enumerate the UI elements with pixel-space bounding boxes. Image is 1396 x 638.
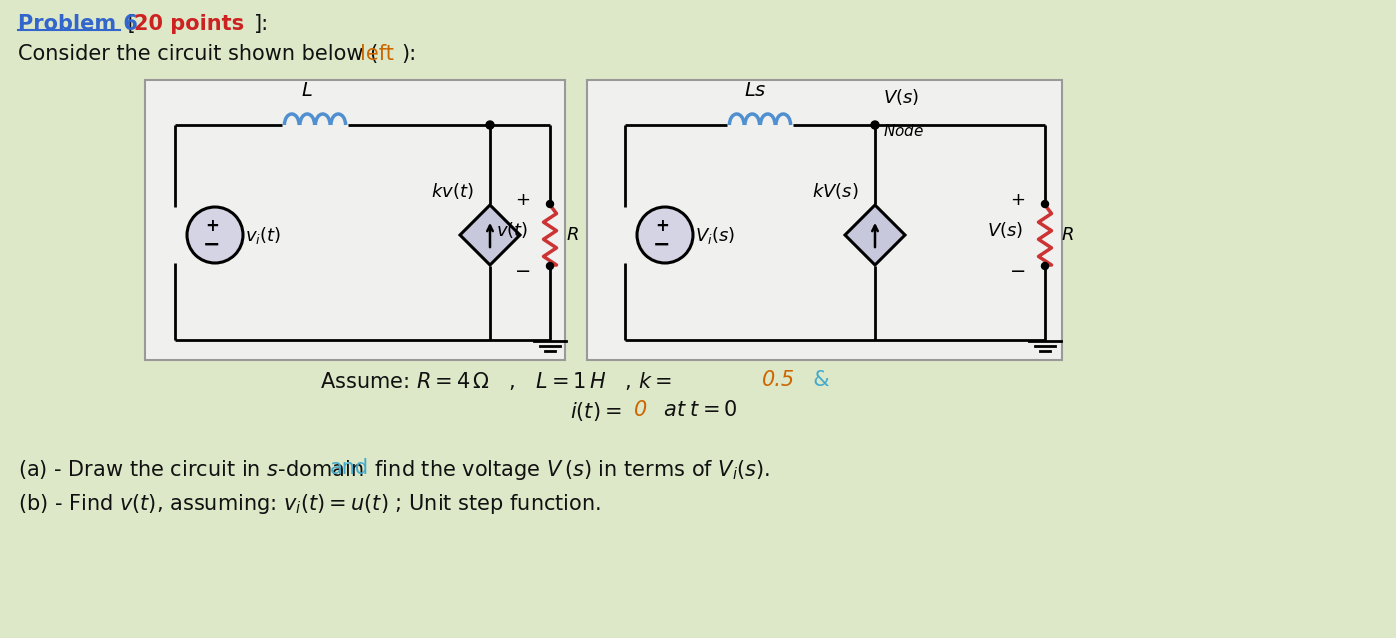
Circle shape [1041,262,1048,269]
Text: $kv(t)$: $kv(t)$ [431,181,475,201]
Text: +: + [655,217,669,235]
Text: $V_i(s)$: $V_i(s)$ [695,225,736,246]
Text: (b) - Find $v(t)$, assuming: $v_i(t) = u(t)$ ; Unit step function.: (b) - Find $v(t)$, assuming: $v_i(t) = u… [18,492,602,516]
Circle shape [637,207,692,263]
Polygon shape [461,205,519,265]
Text: $R$: $R$ [1061,226,1074,244]
Circle shape [871,121,879,129]
Text: $at\;t = 0$: $at\;t = 0$ [651,400,737,420]
Circle shape [1041,200,1048,207]
Text: $R$: $R$ [565,226,579,244]
Text: $+$: $+$ [1009,191,1025,209]
Text: +: + [205,217,219,235]
Text: Consider the circuit shown below (: Consider the circuit shown below ( [18,44,378,64]
Text: Assume: $R = 4\,\Omega$   ,   $L = 1\,H$   , $k = $: Assume: $R = 4\,\Omega$ , $L = 1\,H$ , $… [320,370,671,392]
Text: −: − [204,235,221,255]
Text: Problem 6: Problem 6 [18,14,138,34]
Text: $v_i(t)$: $v_i(t)$ [246,225,281,246]
Text: (a) - Draw the circuit in $s$-domain: (a) - Draw the circuit in $s$-domain [18,458,366,481]
Text: ):: ): [401,44,416,64]
Text: ]:: ]: [254,14,269,34]
Text: $V(s)$: $V(s)$ [987,220,1023,240]
Text: &: & [800,370,829,390]
Text: $+$: $+$ [515,191,530,209]
Text: $kV(s)$: $kV(s)$ [812,181,859,201]
Circle shape [546,262,553,269]
Text: $V(s)$: $V(s)$ [884,87,919,107]
FancyBboxPatch shape [145,80,565,360]
FancyBboxPatch shape [586,80,1062,360]
Text: 0.5: 0.5 [762,370,796,390]
Text: $L$: $L$ [302,81,313,100]
Text: $Node$: $Node$ [884,123,924,139]
Polygon shape [845,205,905,265]
Text: left: left [360,44,394,64]
Text: $v(t)$: $v(t)$ [496,220,528,240]
Text: $Ls$: $Ls$ [744,81,766,100]
Text: $-$: $-$ [514,260,530,279]
Circle shape [486,121,494,129]
Text: find the voltage $V\,(s)$ in terms of $V_i(s)$.: find the voltage $V\,(s)$ in terms of $V… [369,458,771,482]
Text: −: − [653,235,670,255]
Text: and: and [329,458,369,478]
Circle shape [546,200,553,207]
Text: $i(t) = $: $i(t) = $ [570,400,621,423]
Text: 20 points: 20 points [134,14,244,34]
Text: 0: 0 [634,400,648,420]
Circle shape [187,207,243,263]
Text: [: [ [121,14,135,34]
Text: $-$: $-$ [1009,260,1025,279]
